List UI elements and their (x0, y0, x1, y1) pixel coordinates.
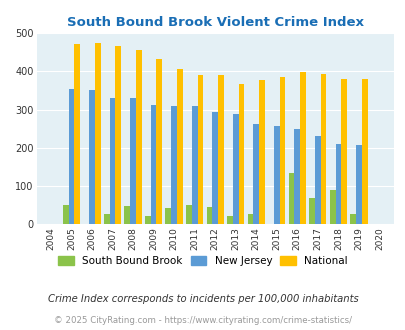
Bar (185, 205, 191, 224)
Bar (329, 190, 335, 224)
Bar (74, 45, 80, 224)
Bar (197, 76, 203, 224)
Legend: South Bound Brook, New Jersey, National: South Bound Brook, New Jersey, National (53, 252, 352, 270)
Bar (124, 206, 130, 224)
Bar (258, 80, 264, 224)
Bar (206, 207, 212, 224)
Bar (273, 126, 279, 224)
Bar (232, 114, 238, 224)
Bar (212, 112, 217, 224)
Bar (191, 106, 197, 224)
Bar (63, 205, 68, 224)
Bar (299, 72, 305, 224)
Bar (165, 208, 171, 224)
Bar (247, 214, 253, 224)
Bar (171, 106, 177, 224)
Text: Crime Index corresponds to incidents per 100,000 inhabitants: Crime Index corresponds to incidents per… (47, 294, 358, 304)
Bar (217, 76, 223, 224)
Bar (361, 79, 367, 224)
Bar (150, 105, 156, 224)
Bar (177, 69, 182, 224)
Bar (238, 83, 244, 224)
Bar (104, 214, 109, 224)
Bar (89, 90, 95, 224)
Bar (253, 124, 258, 224)
Text: © 2025 CityRating.com - https://www.cityrating.com/crime-statistics/: © 2025 CityRating.com - https://www.city… (54, 316, 351, 325)
Bar (341, 79, 346, 224)
Bar (279, 78, 285, 224)
Bar (136, 50, 141, 224)
Bar (314, 136, 320, 224)
Bar (95, 43, 100, 224)
Bar (320, 74, 326, 224)
Bar (309, 198, 314, 224)
Bar (226, 216, 232, 224)
Bar (145, 216, 150, 224)
Bar (130, 98, 136, 224)
Title: South Bound Brook Violent Crime Index: South Bound Brook Violent Crime Index (66, 16, 363, 29)
Bar (156, 59, 162, 224)
Bar (350, 214, 355, 224)
Bar (115, 46, 121, 224)
Bar (294, 129, 299, 224)
Bar (68, 88, 74, 224)
Bar (109, 98, 115, 224)
Bar (335, 144, 341, 224)
Bar (355, 145, 361, 224)
Bar (288, 174, 294, 224)
